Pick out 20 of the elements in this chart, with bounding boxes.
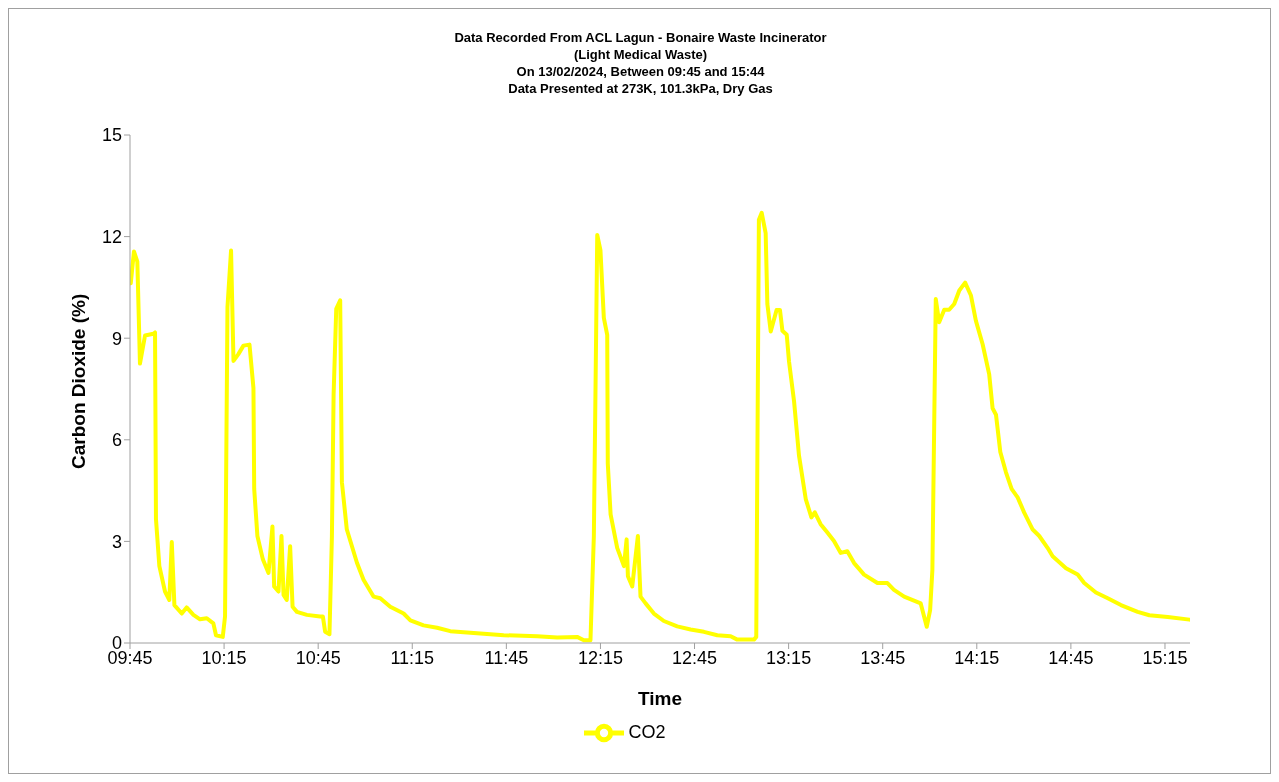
x-tick-label: 15:15 — [1142, 647, 1188, 668]
x-tick-label: 13:15 — [766, 647, 812, 668]
chart-title: Data Recorded From ACL Lagun - Bonaire Waste Incinerator (Light Medical Waste) On 13/02/2024, Between 09:45 and 15:44 Data Presented at 273K, 101.3kPa, Dry Gas — [453, 29, 828, 97]
x-tick-label: 10:45 — [295, 647, 341, 668]
y-tick-label: 3 — [111, 531, 122, 552]
x-tick-label: 11:45 — [484, 647, 529, 668]
x-tick-label: 10:15 — [201, 647, 247, 668]
x-tick-label: 11:15 — [390, 647, 435, 668]
x-tick-label: 12:45 — [672, 647, 718, 668]
y-tick-label: 15 — [101, 125, 122, 146]
legend-label: CO2 — [628, 721, 666, 742]
x-tick-label: 13:45 — [860, 647, 906, 668]
x-tick-label: 14:45 — [1048, 647, 1094, 668]
y-tick-label: 6 — [111, 430, 122, 451]
y-axis-title: Carbon Dioxide (%) — [67, 293, 89, 469]
y-tick-label: 9 — [111, 328, 122, 349]
y-tick-label: 12 — [101, 226, 122, 247]
x-axis-title: Time — [637, 688, 683, 709]
x-tick-label: 12:15 — [577, 647, 623, 668]
x-tick-label: 14:15 — [954, 647, 1000, 668]
